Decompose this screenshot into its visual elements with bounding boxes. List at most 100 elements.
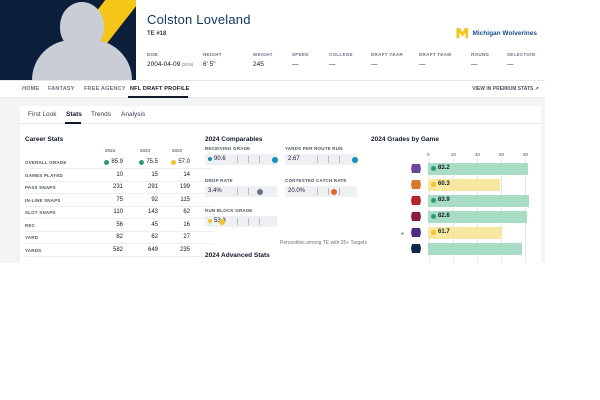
axis-tick-label: 60	[499, 152, 505, 157]
table-row: REC 56 45 16	[25, 220, 213, 232]
bio-label: COLLEGE	[329, 52, 353, 57]
career-stats-title: Career Stats	[25, 136, 64, 143]
stat-value: 27	[183, 234, 190, 240]
team-link[interactable]: Michigan Wolverines	[456, 28, 537, 38]
tab-first-look[interactable]: First Look	[28, 111, 57, 118]
stat-value: 291	[147, 184, 158, 190]
comparable-label: RUN BLOCK GRADE	[205, 208, 253, 213]
comparable-value: 20.0%	[288, 188, 305, 194]
axis-tick-label: 80	[523, 152, 529, 157]
grade-dot-icon	[171, 159, 177, 165]
bio-value: 6' 5"	[203, 61, 216, 68]
tab-analysis[interactable]: Analysis	[121, 111, 146, 118]
table-row: IN-LINE SNAPS 75 92 115	[25, 195, 213, 207]
game-row[interactable]: ●61.76	[401, 226, 545, 240]
stat-value: 199	[179, 184, 190, 190]
nav-nfl-draft-profile[interactable]: NFL DRAFT PROFILE	[130, 86, 190, 92]
table-row: OVERALL GRADE 85.9 75.5 57.0	[25, 157, 213, 169]
grid-line	[429, 158, 430, 263]
stat-value: 14	[183, 171, 190, 178]
grade-bar	[428, 195, 529, 207]
percentile-tick	[339, 188, 340, 195]
nav-free-agency[interactable]: FREE AGENCY	[84, 86, 126, 92]
stat-value: 75.5	[128, 159, 158, 167]
bio-value: —	[507, 61, 514, 68]
grade-pill: 85.9	[104, 159, 123, 165]
bio-selection: SELECTION —	[507, 52, 535, 68]
premium-stats-link[interactable]: VIEW IN PREMIUM STATS ↗	[472, 86, 539, 92]
comparables-title: 2024 Comparables	[205, 136, 263, 143]
game-row[interactable]	[407, 242, 545, 256]
comparable-yards-per-route-run: YARDS PER ROUTE RUN 2.67	[285, 146, 359, 165]
tab-trends[interactable]: Trends	[91, 111, 111, 118]
grades-by-game-title: 2024 Grades by Game	[371, 136, 439, 143]
percentile-tick	[259, 218, 260, 225]
bio-label: WEIGHT	[253, 52, 273, 57]
row-label: YARDS	[25, 247, 42, 253]
year-header: 2022	[172, 148, 183, 153]
stat-value: 82	[116, 234, 123, 240]
game-grade-value: 61.7	[438, 229, 450, 235]
grid-line	[453, 158, 454, 263]
axis-tick-label: 0	[427, 152, 430, 157]
table-row: YARD 82 62 27	[25, 232, 213, 244]
game-row[interactable]: 83.93	[407, 194, 545, 208]
comparable-value-text: 90.6	[214, 156, 226, 162]
opponent-logo-icon	[411, 196, 421, 205]
game-row[interactable]: 82.65	[407, 210, 545, 224]
bio-value: —	[292, 61, 299, 68]
percentile-tick	[317, 188, 319, 195]
game-row[interactable]: 83.21	[407, 162, 545, 176]
opponent-logo-icon	[411, 212, 421, 221]
grade-dot-icon	[431, 182, 436, 187]
percentile-marker	[331, 189, 338, 195]
tab-stats[interactable]: Stats	[66, 111, 82, 118]
stat-value: 57.0	[160, 159, 190, 167]
player-position: TE #18	[147, 31, 167, 37]
stat-value: 16	[183, 221, 190, 228]
grade-bar	[428, 227, 503, 239]
percentile-marker	[257, 189, 264, 195]
axis-tick-label: 20	[451, 152, 457, 157]
game-row[interactable]: 60.32	[407, 178, 545, 192]
grade-pill: 75.5	[139, 159, 158, 165]
year-header: 2024	[105, 148, 116, 153]
bio-label: SELECTION	[507, 52, 536, 57]
comparable-receiving-grade: RECEIVING GRADE 90.6	[205, 146, 279, 165]
opponent-logo-icon	[411, 244, 421, 253]
nav-fantasy[interactable]: FANTASY	[48, 86, 75, 92]
game-grade-value: 83.9	[438, 197, 450, 203]
grade-bar	[428, 179, 501, 191]
bio-label: HEIGHT	[203, 52, 222, 57]
stat-value: 231	[112, 184, 123, 190]
nav-home[interactable]: HOME	[22, 86, 40, 92]
bio-dob: DOB 2004-04-09 (20.9)	[147, 52, 193, 68]
percentile-tick	[328, 188, 330, 195]
comparable-label: CONTESTED CATCH RATE	[285, 178, 347, 183]
row-label: REC	[25, 222, 36, 228]
stat-value: 92	[151, 196, 158, 203]
percentile-tick	[237, 218, 239, 225]
bio-label: DOB	[147, 52, 158, 57]
grid-line	[477, 158, 478, 263]
grade-dot-icon	[431, 214, 436, 219]
app-window: Colston Loveland TE #18 Michigan Wolveri…	[0, 0, 545, 263]
grade-bar	[428, 243, 522, 255]
stat-value: 110	[113, 209, 123, 215]
table-row: SLOT SNAPS 110 143 62	[25, 207, 213, 219]
tab-active-underline	[65, 122, 81, 124]
stat-value: 45	[151, 221, 158, 228]
comparable-value-text: 3.4%	[208, 188, 222, 194]
stat-value: 15	[151, 171, 158, 178]
stat-value: 62	[151, 234, 158, 240]
bio-height: HEIGHT 6' 5"	[203, 52, 222, 68]
player-silhouette-head	[60, 2, 104, 50]
team-name: Michigan Wolverines	[472, 29, 537, 37]
percentile-tick	[259, 156, 260, 163]
grade-bar	[428, 163, 528, 175]
main-nav: VIEW IN PREMIUM STATS ↗ HOME FANTASY FREE …	[0, 80, 545, 98]
bio-speed: SPEED —	[292, 52, 309, 68]
premium-stats-label: VIEW IN PREMIUM STATS	[472, 86, 534, 92]
bio-label: DRAFT YEAR	[371, 52, 403, 57]
comparable-contested-catch-rate: CONTESTED CATCH RATE 20.0%	[285, 178, 357, 197]
